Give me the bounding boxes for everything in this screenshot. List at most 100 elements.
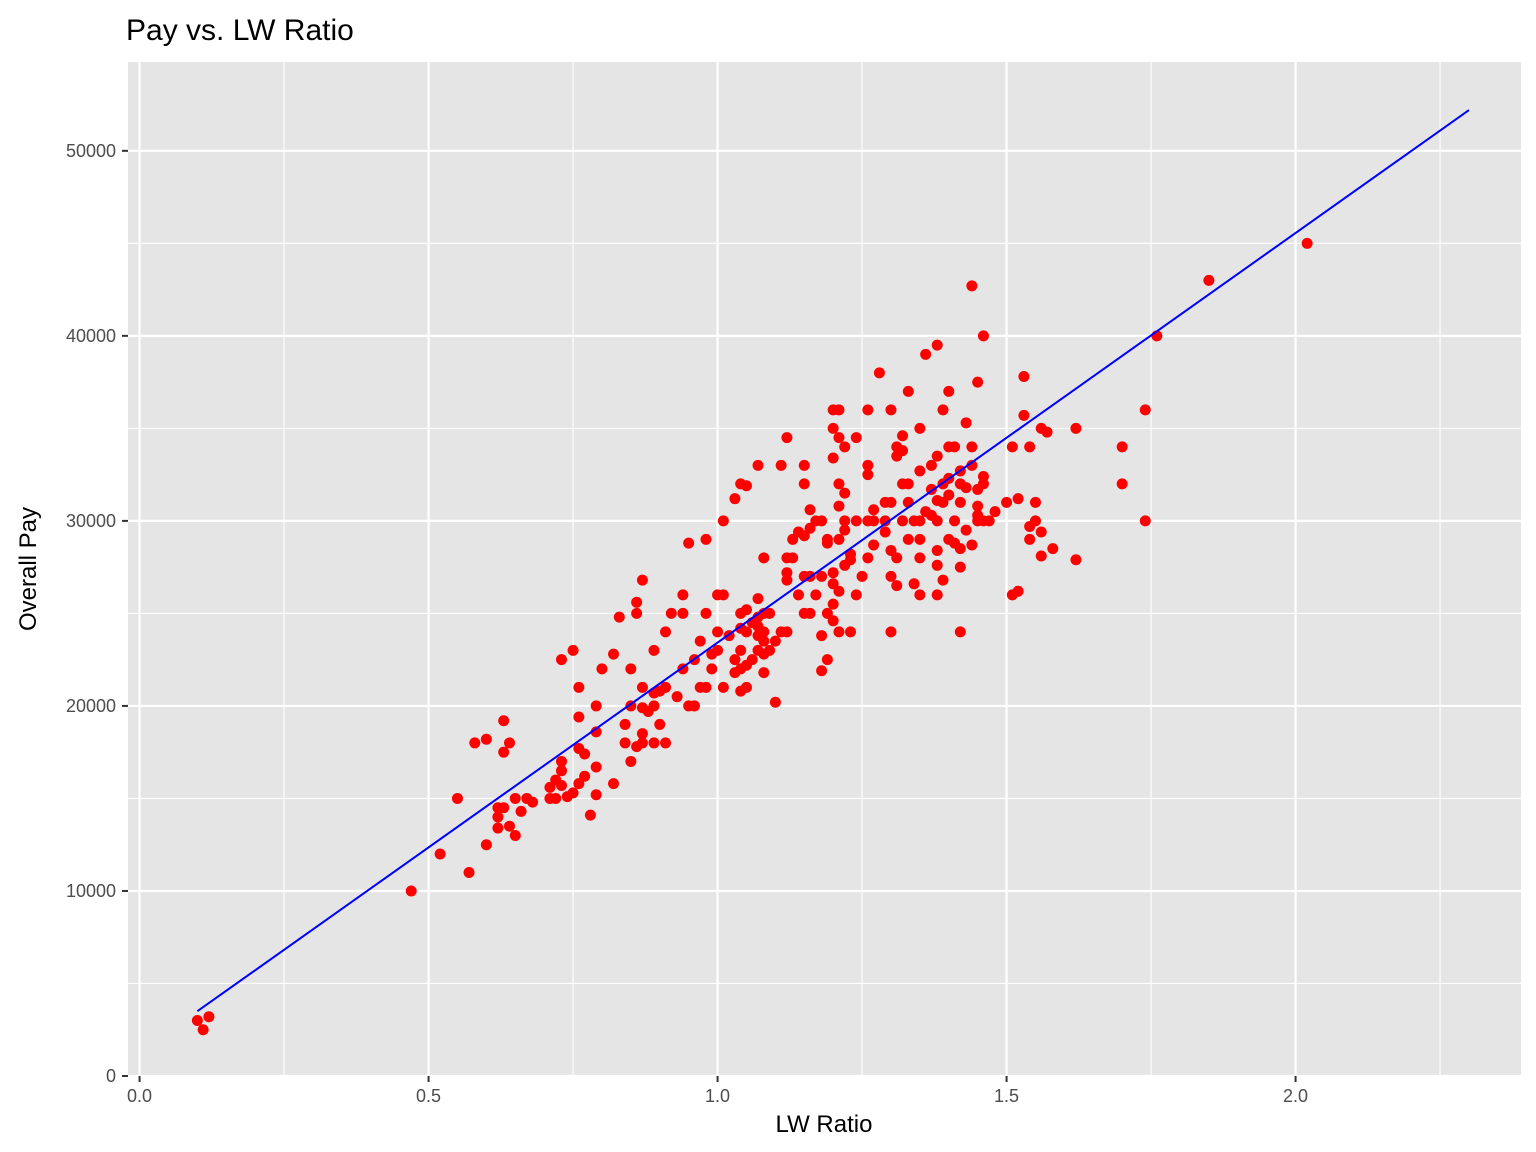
- data-point: [1116, 478, 1128, 490]
- data-point: [740, 681, 752, 693]
- data-point: [775, 459, 787, 471]
- data-point: [665, 607, 677, 619]
- data-point: [700, 607, 712, 619]
- data-point: [833, 585, 845, 597]
- data-point: [746, 654, 758, 666]
- data-point: [636, 574, 648, 586]
- data-point: [885, 404, 897, 416]
- data-point: [648, 700, 660, 712]
- data-point: [717, 589, 729, 601]
- data-point: [827, 578, 839, 590]
- data-point: [989, 506, 1001, 518]
- data-point: [717, 681, 729, 693]
- data-point: [631, 607, 643, 619]
- data-point: [660, 626, 672, 638]
- data-point: [966, 539, 978, 551]
- trend-line-group: [196, 109, 1470, 1013]
- data-point: [631, 596, 643, 608]
- data-point: [619, 718, 631, 730]
- data-point: [954, 626, 966, 638]
- data-point: [1070, 422, 1082, 434]
- data-point: [891, 580, 903, 592]
- data-point: [451, 792, 463, 804]
- data-point: [740, 604, 752, 616]
- trend-line: [196, 109, 1470, 1013]
- data-point: [544, 781, 556, 793]
- data-point: [509, 792, 521, 804]
- data-point: [527, 796, 539, 808]
- data-point: [862, 552, 874, 564]
- data-point: [1018, 409, 1030, 421]
- data-point: [752, 593, 764, 605]
- data-point: [960, 482, 972, 494]
- data-point: [914, 465, 926, 477]
- data-point: [781, 574, 793, 586]
- data-point: [827, 615, 839, 627]
- data-point: [879, 526, 891, 538]
- data-point: [850, 432, 862, 444]
- data-point: [480, 839, 492, 851]
- data-point: [816, 630, 828, 642]
- y-tick-label: 0: [106, 1066, 116, 1086]
- y-tick-label: 10000: [66, 881, 116, 901]
- plot-panel: [128, 62, 1521, 1076]
- data-point: [636, 737, 648, 749]
- data-point: [943, 385, 955, 397]
- y-tick-label: 30000: [66, 511, 116, 531]
- data-point: [897, 445, 909, 457]
- data-point: [827, 567, 839, 579]
- data-point: [660, 737, 672, 749]
- data-point: [868, 504, 880, 516]
- data-point: [735, 644, 747, 656]
- y-tick-label: 40000: [66, 326, 116, 346]
- data-point: [937, 496, 949, 508]
- data-point: [798, 530, 810, 542]
- data-point: [931, 450, 943, 462]
- data-point: [966, 441, 978, 453]
- data-point: [1035, 550, 1047, 562]
- data-point: [1116, 441, 1128, 453]
- data-point: [769, 696, 781, 708]
- data-point: [556, 654, 568, 666]
- data-point: [573, 711, 585, 723]
- x-tick-label: 0.5: [416, 1086, 441, 1106]
- data-point: [804, 504, 816, 516]
- data-point: [792, 589, 804, 601]
- data-point: [688, 700, 700, 712]
- data-point: [503, 737, 515, 749]
- data-point: [717, 515, 729, 527]
- data-point: [937, 574, 949, 586]
- data-point: [816, 570, 828, 582]
- data-point: [700, 681, 712, 693]
- data-point: [740, 480, 752, 492]
- data-point: [1139, 515, 1151, 527]
- data-point: [839, 441, 851, 453]
- data-point: [954, 561, 966, 573]
- data-point: [873, 367, 885, 379]
- data-point: [798, 478, 810, 490]
- data-point: [619, 737, 631, 749]
- data-point: [960, 524, 972, 536]
- data-point: [740, 626, 752, 638]
- data-point: [752, 459, 764, 471]
- data-point: [556, 779, 568, 791]
- data-point: [931, 515, 943, 527]
- data-point: [902, 478, 914, 490]
- data-point: [677, 589, 689, 601]
- data-point: [480, 733, 492, 745]
- data-point: [1035, 526, 1047, 538]
- data-point: [960, 417, 972, 429]
- data-point: [885, 544, 897, 556]
- data-point: [850, 589, 862, 601]
- data-point: [764, 607, 776, 619]
- data-point: [931, 339, 943, 351]
- data-point: [845, 554, 857, 566]
- data-point: [1029, 515, 1041, 527]
- data-point: [781, 432, 793, 444]
- data-point: [590, 700, 602, 712]
- data-point: [492, 822, 504, 834]
- data-point: [937, 404, 949, 416]
- data-point: [758, 626, 770, 638]
- data-point: [902, 385, 914, 397]
- data-point: [1012, 493, 1024, 505]
